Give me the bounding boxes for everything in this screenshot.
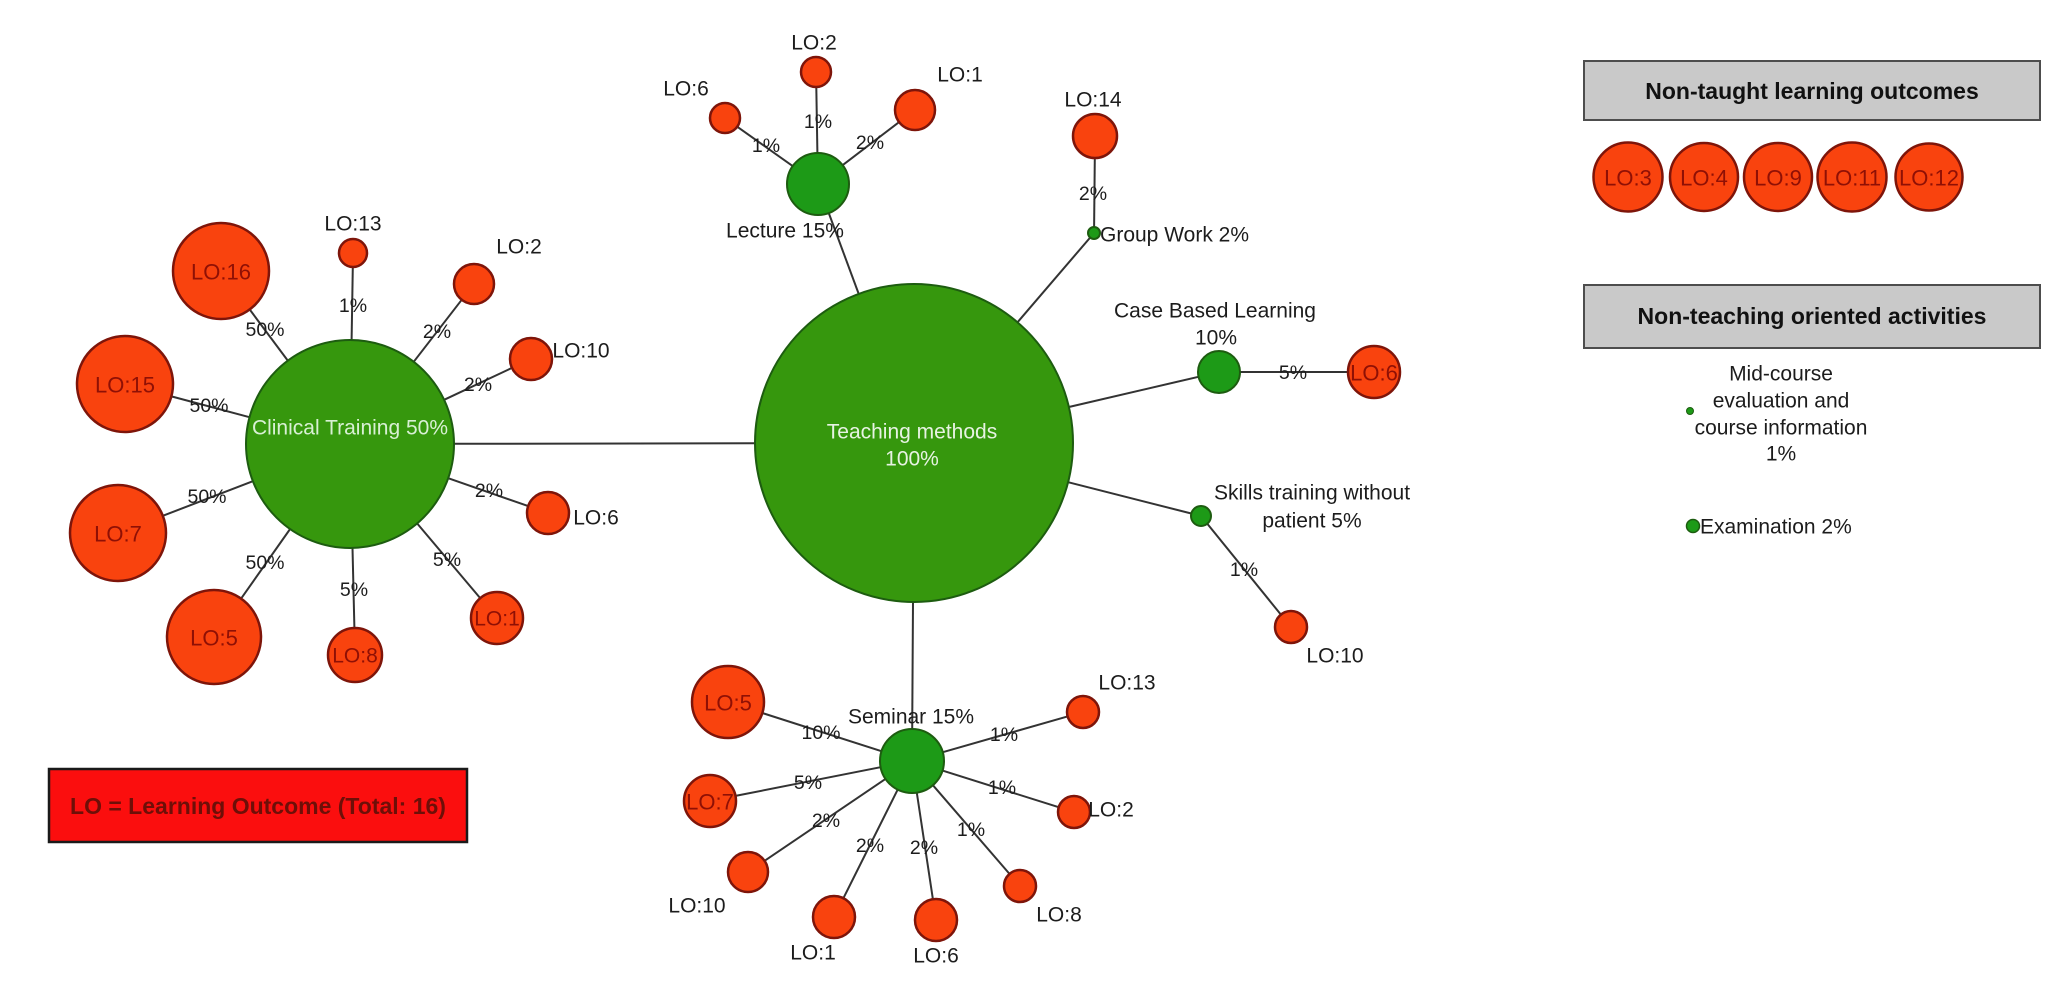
svg-text:LO:10: LO:10: [668, 895, 725, 918]
svg-text:Non-teaching oriented activiti: Non-teaching oriented activities: [1638, 303, 1987, 329]
svg-text:2%: 2%: [812, 810, 840, 832]
svg-text:LO:2: LO:2: [496, 236, 542, 259]
svg-text:LO:12: LO:12: [1899, 166, 1959, 191]
svg-text:2%: 2%: [856, 132, 884, 154]
svg-text:50%: 50%: [189, 395, 228, 417]
svg-text:1%: 1%: [804, 111, 832, 133]
svg-text:50%: 50%: [187, 486, 226, 508]
svg-text:LO:6: LO:6: [1350, 361, 1398, 386]
svg-text:LO:14: LO:14: [1064, 89, 1122, 112]
svg-text:Clinical Training 50%: Clinical Training 50%: [252, 417, 448, 440]
svg-text:Lecture 15%: Lecture 15%: [726, 220, 844, 243]
svg-text:LO:7: LO:7: [94, 522, 142, 547]
svg-text:LO:7: LO:7: [686, 790, 734, 815]
svg-text:50%: 50%: [245, 319, 284, 341]
svg-text:5%: 5%: [433, 549, 461, 571]
svg-text:1%: 1%: [339, 295, 367, 317]
svg-text:LO:5: LO:5: [190, 626, 238, 651]
svg-text:100%: 100%: [885, 448, 939, 471]
svg-text:Seminar 15%: Seminar 15%: [848, 706, 974, 729]
svg-text:LO:16: LO:16: [191, 260, 251, 285]
svg-text:LO:13: LO:13: [1098, 672, 1155, 695]
svg-text:2%: 2%: [1079, 183, 1107, 205]
svg-text:LO:5: LO:5: [704, 691, 752, 716]
svg-text:Skills training without: Skills training without: [1214, 482, 1410, 505]
svg-text:LO:2: LO:2: [1088, 799, 1134, 822]
svg-text:2%: 2%: [464, 374, 492, 396]
svg-text:Group Work 2%: Group Work 2%: [1100, 224, 1249, 247]
svg-text:Non-taught learning outcomes: Non-taught learning outcomes: [1645, 78, 1979, 104]
svg-text:10%: 10%: [801, 722, 840, 744]
svg-text:LO:6: LO:6: [913, 945, 959, 968]
svg-text:Mid-course: Mid-course: [1729, 363, 1833, 386]
svg-text:evaluation and: evaluation and: [1713, 390, 1850, 413]
svg-text:LO:2: LO:2: [791, 32, 837, 55]
svg-text:LO:10: LO:10: [552, 340, 609, 363]
svg-text:50%: 50%: [245, 552, 284, 574]
svg-text:LO:15: LO:15: [95, 373, 155, 398]
svg-text:LO:8: LO:8: [332, 645, 378, 668]
svg-text:5%: 5%: [340, 579, 368, 601]
svg-text:1%: 1%: [957, 819, 985, 841]
svg-text:1%: 1%: [752, 135, 780, 157]
svg-text:2%: 2%: [423, 321, 451, 343]
svg-text:10%: 10%: [1195, 327, 1237, 350]
svg-text:LO = Learning Outcome (Total:: LO = Learning Outcome (Total: 16): [70, 793, 446, 819]
svg-text:LO:3: LO:3: [1604, 166, 1652, 191]
svg-text:LO:4: LO:4: [1680, 166, 1728, 191]
svg-text:Examination 2%: Examination 2%: [1700, 516, 1852, 539]
svg-text:Teaching methods: Teaching methods: [827, 421, 997, 444]
svg-text:2%: 2%: [910, 837, 938, 859]
svg-text:5%: 5%: [1279, 362, 1307, 384]
svg-text:LO:1: LO:1: [474, 608, 520, 631]
svg-text:LO:6: LO:6: [573, 507, 619, 530]
svg-text:Case Based Learning: Case Based Learning: [1114, 300, 1316, 323]
svg-text:LO:13: LO:13: [324, 213, 381, 236]
svg-text:course information: course information: [1695, 417, 1868, 440]
svg-text:LO:9: LO:9: [1754, 166, 1802, 191]
svg-text:LO:1: LO:1: [790, 942, 836, 965]
svg-text:2%: 2%: [856, 835, 884, 857]
svg-text:5%: 5%: [794, 772, 822, 794]
svg-text:LO:10: LO:10: [1306, 645, 1363, 668]
svg-text:LO:11: LO:11: [1823, 166, 1881, 191]
svg-text:1%: 1%: [990, 724, 1018, 746]
svg-text:1%: 1%: [1766, 443, 1796, 466]
svg-text:1%: 1%: [988, 777, 1016, 799]
svg-text:LO:8: LO:8: [1036, 904, 1082, 927]
svg-text:1%: 1%: [1230, 559, 1258, 581]
svg-text:LO:6: LO:6: [663, 78, 709, 101]
svg-text:patient 5%: patient 5%: [1262, 510, 1361, 533]
svg-text:2%: 2%: [475, 480, 503, 502]
svg-text:LO:1: LO:1: [937, 64, 983, 87]
